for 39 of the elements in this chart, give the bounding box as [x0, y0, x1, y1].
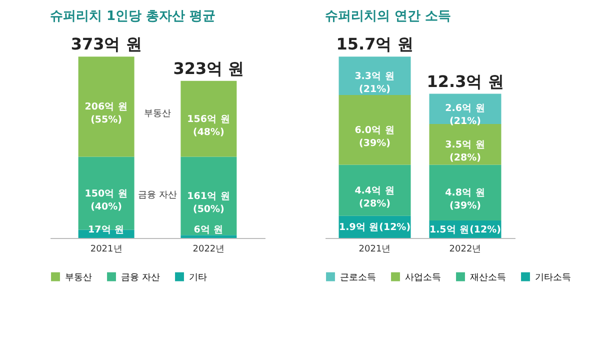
annotation: 금융 자산 — [138, 190, 177, 201]
total-label: 15.7억 원 — [336, 34, 414, 54]
x-tick-label: 2022년 — [192, 244, 225, 254]
x-tick-label: 2021년 — [90, 244, 122, 254]
legend-label: 금융 자산 — [121, 272, 160, 283]
legend-label: 기타 — [189, 272, 207, 283]
total-label: 323억 원 — [173, 58, 244, 78]
bar — [338, 164, 411, 216]
data-label: 6.0억 원 (39%) — [354, 124, 395, 149]
data-label: 1.5억 원(12%) — [429, 224, 502, 236]
legend-label: 부동산 — [65, 272, 92, 283]
chart-title: 슈퍼리치의 연간 소득 — [325, 9, 452, 24]
x-tick-label: 2022년 — [449, 244, 482, 254]
bar — [180, 80, 237, 157]
data-label: 3.3억 원 (21%) — [354, 70, 395, 95]
data-label: 4.4억 원 (28%) — [354, 185, 395, 210]
legend-label: 재산소득 — [470, 272, 506, 283]
bar — [78, 56, 134, 157]
data-label: 1.9억 원(12%) — [338, 222, 411, 233]
chart-title: 슈퍼리치 1인당 총자산 평균 — [50, 9, 216, 24]
bar — [180, 235, 237, 238]
legend-label: 기타소득 — [535, 272, 571, 283]
legend-label: 근로소득 — [340, 272, 376, 283]
data-label: 3.5억 원 (28%) — [445, 139, 486, 164]
annotation: 부동산 — [144, 108, 171, 119]
data-label: 206억 원 (55%) — [84, 102, 128, 126]
data-label: 161억 원 (50%) — [187, 190, 230, 215]
bar — [429, 164, 502, 221]
bar — [338, 94, 411, 165]
data-label: 4.8억 원 (39%) — [445, 188, 486, 212]
bar — [338, 56, 411, 95]
total-label: 373억 원 — [70, 34, 142, 54]
data-label: 6억 원 — [194, 224, 224, 236]
data-label: 150억 원 (40%) — [84, 188, 128, 212]
data-label: 156억 원 (48%) — [187, 114, 230, 138]
total-label: 12.3억 원 — [426, 72, 504, 91]
legend-label: 사업소득 — [405, 272, 441, 283]
data-label: 17억 원 — [88, 224, 125, 236]
x-tick-label: 2021년 — [358, 244, 391, 254]
